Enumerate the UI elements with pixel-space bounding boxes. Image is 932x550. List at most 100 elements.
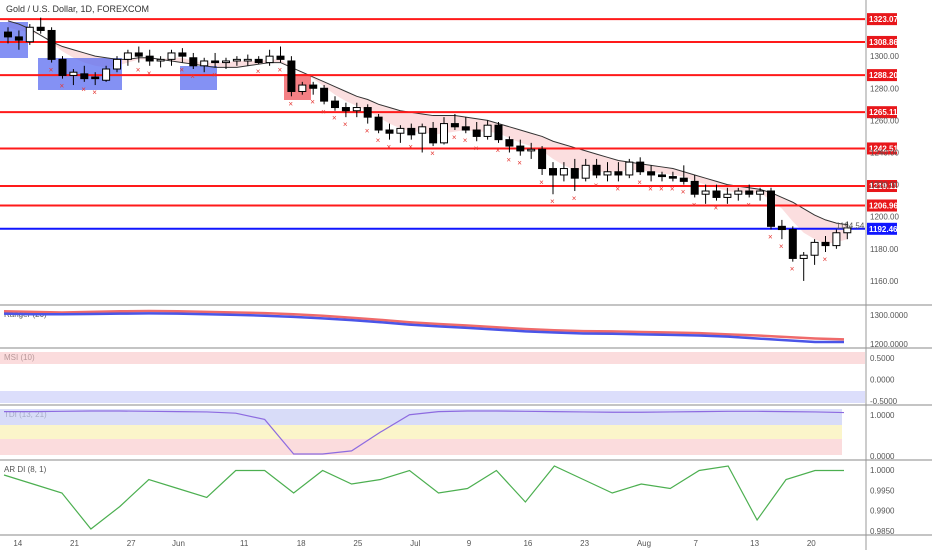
candle-body (559, 168, 568, 176)
candle-body (647, 171, 656, 176)
sell-x-marker: × (147, 69, 152, 78)
highlight-zone (0, 22, 28, 58)
candle-body (821, 241, 830, 247)
candle-body (178, 52, 187, 57)
candle-body (200, 60, 209, 67)
y-tick-label: 1160.00 (870, 277, 899, 286)
indicator-tick-label: 0.9950 (870, 486, 895, 495)
indicator-line (3, 309, 845, 341)
sell-x-marker: × (179, 66, 184, 75)
candle-body (440, 123, 448, 144)
tdi-mid-band (0, 425, 842, 439)
msi-upper-band (0, 352, 865, 364)
sell-x-marker: × (452, 133, 457, 142)
candle-body (734, 190, 743, 195)
sell-x-marker: × (81, 85, 86, 94)
indicator-tick-label: 1.0000 (870, 466, 895, 475)
sell-x-marker: × (648, 184, 653, 193)
candle-body (80, 73, 89, 80)
level-price-tag (867, 142, 897, 155)
candle-body (581, 164, 590, 179)
candle-body (461, 126, 470, 131)
level-price-tag (867, 69, 897, 82)
candle-body (352, 107, 361, 112)
indicator-line (4, 410, 845, 455)
candle-body (614, 171, 623, 176)
candle-body (418, 126, 427, 134)
candle-body (276, 55, 285, 60)
candle-body (636, 161, 645, 173)
x-tick-label: 14 (13, 539, 22, 548)
main-price-panel[interactable]: × × × × × × × × × × × × × × × × × × × × × × × × × × × × × × × × × × × × × × × ×… (0, 17, 865, 281)
level-price-tag (867, 35, 897, 48)
sell-x-marker: × (136, 66, 141, 75)
sell-x-marker: × (539, 178, 544, 187)
candle-body (832, 232, 841, 247)
ma-cloud (8, 20, 848, 244)
sell-x-marker: × (517, 159, 522, 168)
indicator-panel: AR DI (8, 1) 1.0000 0.9950 0.9900 0.9850 (3, 465, 895, 536)
candle-body (91, 76, 100, 80)
y-tick-label: 1300.00 (870, 52, 899, 61)
sell-x-marker: × (190, 72, 195, 81)
candle-body (570, 168, 579, 179)
indicator-tick-label: 0.5000 (870, 354, 895, 363)
y-tick-label: 1260.00 (870, 116, 899, 125)
candle-body (14, 36, 23, 41)
candle-body (429, 127, 438, 144)
sell-x-marker: × (49, 66, 54, 75)
tdi-upper-band (0, 409, 842, 425)
y-tick-label: 1200.00 (870, 213, 899, 222)
sell-x-marker: × (332, 114, 337, 123)
candle-body (538, 148, 547, 170)
level-price-label: 1206.96 (869, 202, 898, 211)
candle-body (788, 229, 797, 259)
candle-body (777, 225, 786, 231)
sell-x-marker: × (692, 200, 697, 209)
candle-body (211, 60, 220, 64)
indicator-tick-label: 1.0000 (870, 411, 895, 420)
candle-body (505, 139, 514, 147)
candle-body (407, 127, 416, 136)
candle-body (102, 68, 111, 81)
x-tick-label: 9 (467, 539, 472, 548)
sell-x-marker: × (92, 88, 97, 97)
candle-body (385, 129, 394, 134)
x-tick-label: Jun (172, 539, 185, 548)
sell-x-marker: × (714, 204, 719, 213)
sell-x-marker: × (408, 143, 413, 152)
indicator-tick-label: 0.9900 (870, 507, 895, 516)
candle-body (222, 60, 230, 64)
candle-body (331, 100, 339, 109)
candle-body (134, 52, 143, 57)
x-tick-label: 18 (297, 539, 306, 548)
candle-body (396, 127, 405, 134)
sell-x-marker: × (550, 197, 555, 206)
sell-x-marker: × (376, 136, 381, 145)
last-price-label: 1194.54 (836, 221, 865, 230)
candle-body (374, 116, 383, 131)
sell-x-marker: × (321, 107, 326, 116)
chart-title: Gold / U.S. Dollar, 1D, FOREXCOM (6, 4, 149, 14)
indicator-line (3, 312, 844, 344)
candle-body (58, 58, 67, 76)
candle-body (549, 168, 557, 176)
x-tick-label: 11 (240, 539, 249, 548)
candle-body (4, 31, 12, 38)
msi-lower-band (0, 391, 865, 403)
y-tick-label: 1220.00 (870, 181, 899, 190)
indicator-tick-label: 1300.0000 (870, 311, 908, 320)
candle-body (810, 241, 819, 256)
sell-x-marker: × (343, 120, 348, 129)
level-price-tag (867, 106, 897, 119)
candle-body (712, 190, 721, 198)
candle-body (679, 177, 688, 182)
sell-x-marker: × (594, 181, 599, 190)
candle-body (745, 190, 754, 195)
sell-x-marker: × (779, 242, 784, 251)
candle-body (592, 164, 601, 176)
sell-x-marker: × (615, 184, 620, 193)
